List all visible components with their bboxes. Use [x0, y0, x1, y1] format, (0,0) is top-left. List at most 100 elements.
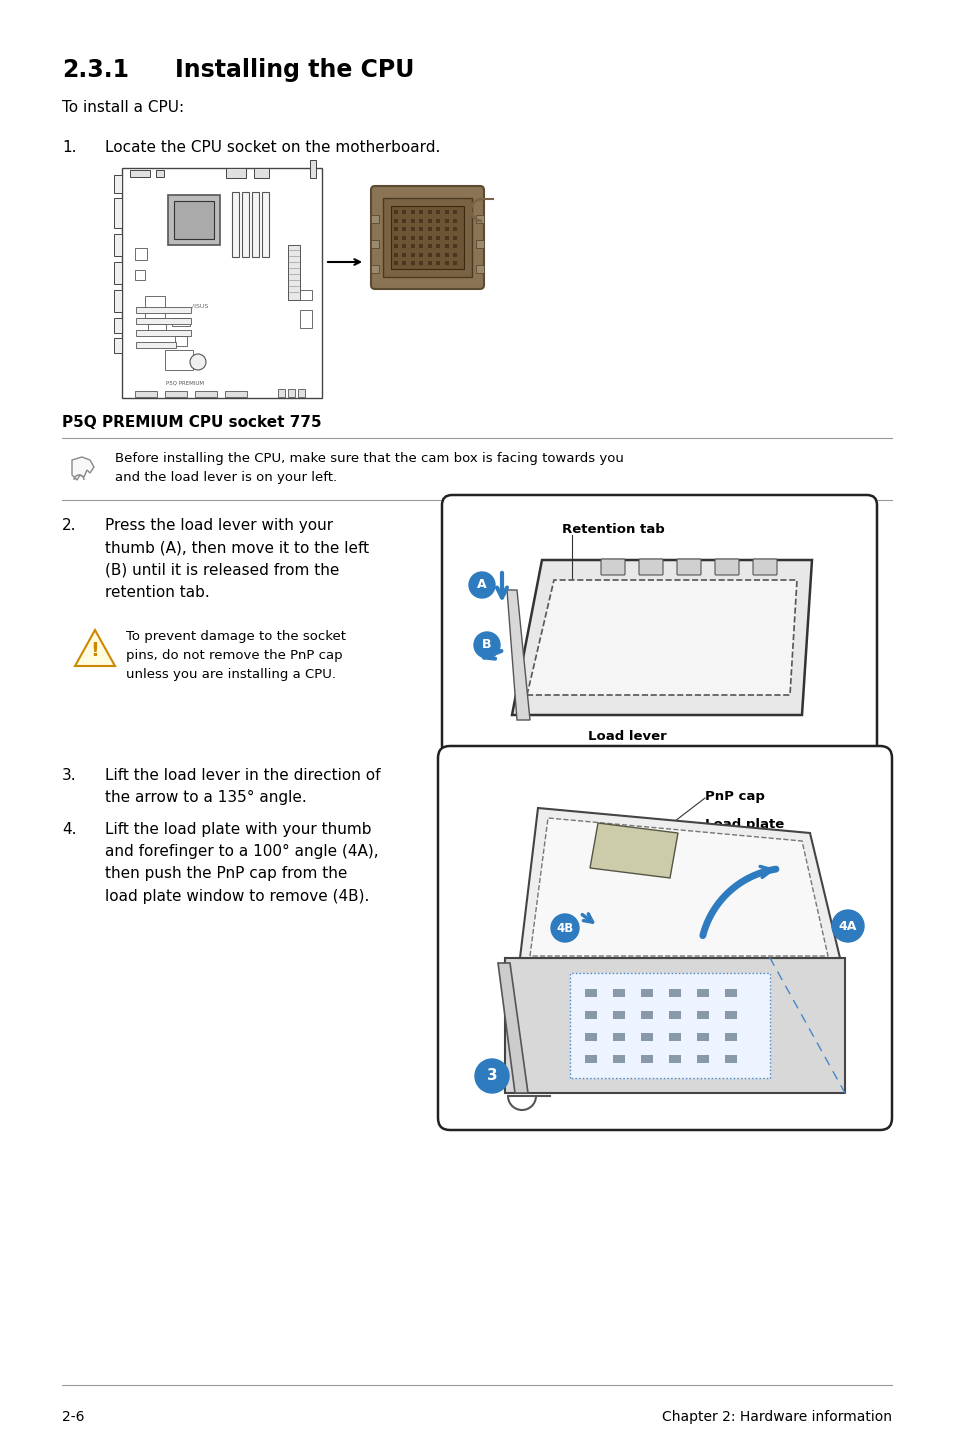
Text: 3: 3 — [486, 1068, 497, 1083]
Bar — [394, 253, 397, 256]
Bar — [640, 989, 652, 997]
Bar — [476, 216, 483, 223]
Text: !: ! — [91, 640, 99, 660]
Bar — [613, 1032, 624, 1041]
Bar — [394, 236, 397, 240]
Circle shape — [474, 631, 499, 659]
Bar — [724, 1032, 737, 1041]
Bar — [232, 193, 239, 257]
Polygon shape — [589, 823, 678, 879]
FancyBboxPatch shape — [441, 495, 876, 755]
Bar — [135, 391, 157, 397]
Bar — [402, 262, 406, 265]
Text: 2.: 2. — [62, 518, 76, 533]
Text: Load lever: Load lever — [587, 731, 666, 743]
Bar — [436, 219, 440, 223]
Bar — [436, 244, 440, 247]
Bar — [428, 253, 432, 256]
Circle shape — [475, 1058, 509, 1093]
Bar — [402, 210, 406, 214]
Text: A: A — [476, 578, 486, 591]
Bar — [419, 253, 423, 256]
Bar — [476, 265, 483, 273]
Bar — [411, 262, 415, 265]
Bar — [288, 244, 299, 301]
Bar — [173, 201, 213, 239]
Bar — [444, 227, 449, 232]
Bar — [697, 989, 708, 997]
Bar — [391, 206, 463, 269]
Text: 1.: 1. — [62, 139, 76, 155]
Bar — [697, 1032, 708, 1041]
Bar — [436, 262, 440, 265]
Bar — [135, 270, 145, 280]
Bar — [640, 1011, 652, 1020]
Bar — [136, 329, 191, 336]
Bar — [444, 219, 449, 223]
Bar — [444, 236, 449, 240]
Bar — [148, 324, 166, 332]
Bar — [411, 253, 415, 256]
Polygon shape — [519, 808, 840, 958]
Bar — [411, 219, 415, 223]
Bar — [402, 244, 406, 247]
Text: B: B — [482, 638, 491, 651]
FancyBboxPatch shape — [752, 559, 776, 575]
Bar — [419, 210, 423, 214]
Bar — [668, 1032, 680, 1041]
Bar — [436, 210, 440, 214]
Bar — [122, 168, 322, 398]
Bar — [419, 227, 423, 232]
Text: 2-6: 2-6 — [62, 1411, 85, 1424]
Circle shape — [469, 572, 495, 598]
Bar — [419, 262, 423, 265]
Bar — [668, 1011, 680, 1020]
Bar — [436, 236, 440, 240]
Bar — [444, 210, 449, 214]
Bar — [297, 390, 305, 397]
Bar — [584, 1055, 597, 1063]
Bar — [453, 236, 457, 240]
Bar — [310, 160, 315, 178]
Bar — [613, 989, 624, 997]
Bar — [402, 236, 406, 240]
Bar — [453, 219, 457, 223]
Bar — [428, 244, 432, 247]
Text: Load plate: Load plate — [704, 818, 783, 831]
Text: 4B: 4B — [556, 922, 573, 935]
Bar — [113, 262, 122, 283]
Bar — [428, 227, 432, 232]
Bar — [130, 170, 150, 177]
Bar — [226, 168, 246, 178]
Bar — [476, 240, 483, 247]
Bar — [402, 219, 406, 223]
Bar — [194, 391, 216, 397]
Bar — [428, 219, 432, 223]
Text: /ISUS: /ISUS — [192, 303, 208, 309]
Polygon shape — [497, 963, 527, 1093]
Bar — [411, 227, 415, 232]
Bar — [444, 262, 449, 265]
Polygon shape — [506, 590, 530, 720]
Bar — [444, 253, 449, 256]
Bar — [262, 193, 269, 257]
Bar — [277, 390, 285, 397]
Circle shape — [551, 915, 578, 942]
Bar — [419, 236, 423, 240]
Bar — [113, 318, 122, 334]
Bar — [145, 296, 165, 318]
FancyBboxPatch shape — [600, 559, 624, 575]
FancyBboxPatch shape — [371, 186, 483, 289]
Bar — [165, 349, 193, 370]
Polygon shape — [71, 457, 94, 480]
FancyBboxPatch shape — [714, 559, 739, 575]
Bar — [394, 210, 397, 214]
Bar — [136, 342, 175, 348]
Bar — [697, 1011, 708, 1020]
Text: P5Q PREMIUM: P5Q PREMIUM — [166, 381, 204, 385]
Bar — [394, 227, 397, 232]
Bar — [136, 318, 191, 324]
Text: PnP cap: PnP cap — [704, 789, 764, 802]
Bar — [174, 336, 187, 347]
Bar — [419, 244, 423, 247]
